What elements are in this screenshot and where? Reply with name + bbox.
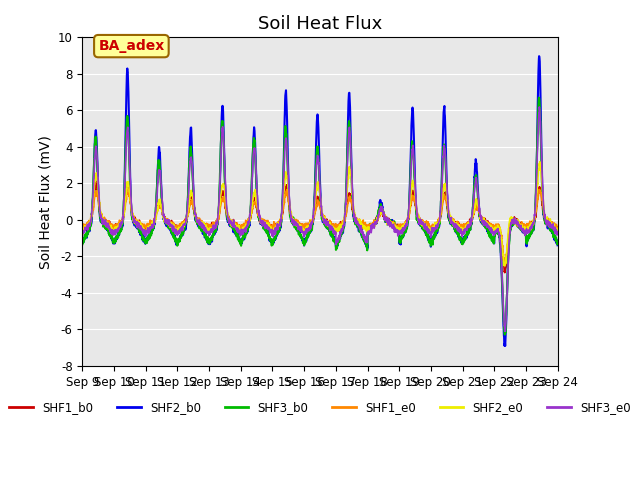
SHF3_b0 xyxy=(501,332,509,337)
SHF1_b0 xyxy=(333,226,341,231)
SHF2_b0 xyxy=(525,234,533,240)
SHF2_b0 xyxy=(512,219,520,225)
SHF1_e0 xyxy=(211,221,219,227)
SHF3_e0 xyxy=(525,228,533,234)
SHF1_b0 xyxy=(92,179,100,184)
SHF2_e0 xyxy=(333,226,341,231)
SHF1_b0 xyxy=(458,227,465,232)
SHF1_b0 xyxy=(525,225,533,231)
Y-axis label: Soil Heat Flux (mV): Soil Heat Flux (mV) xyxy=(38,135,52,269)
SHF2_e0 xyxy=(554,228,561,234)
SHF1_e0 xyxy=(344,204,351,210)
SHF3_e0 xyxy=(333,238,341,243)
SHF1_e0 xyxy=(525,221,533,227)
Text: BA_adex: BA_adex xyxy=(99,39,164,53)
Line: SHF3_b0: SHF3_b0 xyxy=(83,97,557,335)
SHF3_b0 xyxy=(211,229,219,235)
Line: SHF2_e0: SHF2_e0 xyxy=(83,162,557,266)
SHF3_b0 xyxy=(512,219,520,225)
SHF3_b0 xyxy=(525,235,533,241)
Title: Soil Heat Flux: Soil Heat Flux xyxy=(258,15,382,33)
SHF3_b0 xyxy=(554,240,561,246)
Line: SHF1_e0: SHF1_e0 xyxy=(83,190,557,265)
SHF1_b0 xyxy=(501,270,509,276)
SHF1_e0 xyxy=(512,219,520,225)
SHF2_b0 xyxy=(554,242,561,248)
SHF2_b0 xyxy=(501,343,509,349)
SHF3_e0 xyxy=(79,233,86,239)
SHF1_e0 xyxy=(458,222,465,228)
Line: SHF3_e0: SHF3_e0 xyxy=(83,107,557,331)
SHF2_e0 xyxy=(501,263,509,269)
SHF3_e0 xyxy=(458,229,465,235)
SHF1_e0 xyxy=(333,227,341,232)
SHF2_e0 xyxy=(211,223,219,229)
SHF3_b0 xyxy=(458,237,465,243)
SHF3_e0 xyxy=(512,220,520,226)
SHF2_e0 xyxy=(344,185,351,191)
Line: SHF1_b0: SHF1_b0 xyxy=(83,181,557,273)
SHF1_b0 xyxy=(344,200,351,206)
Line: SHF2_b0: SHF2_b0 xyxy=(83,56,557,346)
SHF1_b0 xyxy=(512,216,520,221)
SHF3_b0 xyxy=(333,245,341,251)
SHF2_e0 xyxy=(458,228,465,233)
SHF2_e0 xyxy=(536,159,543,165)
SHF2_b0 xyxy=(211,230,219,236)
SHF2_b0 xyxy=(333,241,341,247)
SHF3_e0 xyxy=(501,328,509,334)
SHF1_b0 xyxy=(79,225,86,231)
SHF1_e0 xyxy=(79,225,86,231)
SHF3_b0 xyxy=(535,95,543,100)
SHF1_b0 xyxy=(554,225,561,230)
SHF2_e0 xyxy=(525,226,533,231)
SHF2_b0 xyxy=(79,238,86,243)
Legend: SHF1_b0, SHF2_b0, SHF3_b0, SHF1_e0, SHF2_e0, SHF3_e0: SHF1_b0, SHF2_b0, SHF3_b0, SHF1_e0, SHF2… xyxy=(4,397,636,419)
SHF3_e0 xyxy=(211,225,219,231)
SHF1_b0 xyxy=(211,221,219,227)
SHF2_b0 xyxy=(535,53,543,59)
SHF1_e0 xyxy=(536,187,543,192)
SHF2_e0 xyxy=(79,229,86,235)
SHF3_b0 xyxy=(79,241,86,247)
SHF2_b0 xyxy=(458,236,465,241)
SHF3_e0 xyxy=(536,104,543,110)
SHF3_e0 xyxy=(554,231,561,237)
SHF3_b0 xyxy=(344,149,351,155)
SHF2_e0 xyxy=(512,219,520,225)
SHF1_e0 xyxy=(554,224,561,229)
SHF3_e0 xyxy=(344,158,351,164)
SHF2_b0 xyxy=(344,144,351,150)
SHF1_e0 xyxy=(501,263,509,268)
